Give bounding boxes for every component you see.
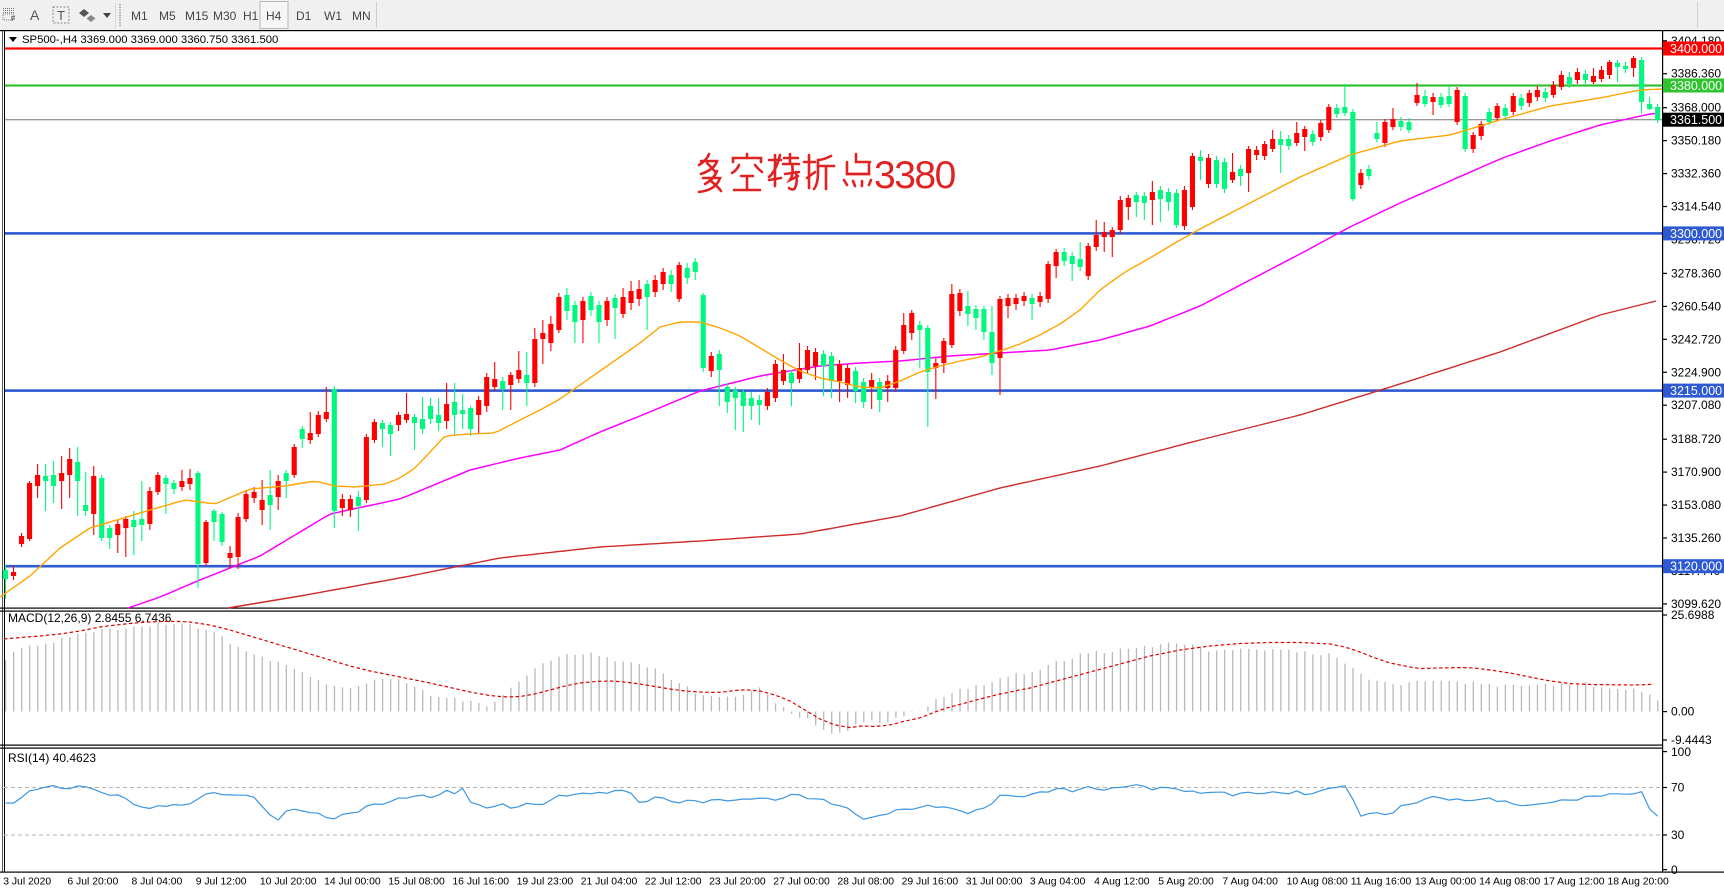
svg-text:100: 100 [1671,745,1691,759]
svg-text:30: 30 [1671,828,1685,842]
svg-text:3170.900: 3170.900 [1671,465,1721,479]
svg-text:3361.500: 3361.500 [1670,113,1722,127]
svg-text:11 Aug 16:00: 11 Aug 16:00 [1351,877,1412,888]
svg-text:0.00: 0.00 [1671,705,1695,719]
svg-text:7 Aug 04:00: 7 Aug 04:00 [1222,877,1278,888]
svg-text:15 Jul 08:00: 15 Jul 08:00 [388,877,445,888]
svg-text:MACD(12,26,9) 2.8455 6.7436: MACD(12,26,9) 2.8455 6.7436 [8,611,172,625]
svg-text:M1: M1 [131,9,148,23]
svg-text:SP500-,H4 3369.000 3369.000 3: SP500-,H4 3369.000 3369.000 3360.750 336… [22,34,278,46]
svg-text:70: 70 [1671,781,1685,795]
svg-text:3120.000: 3120.000 [1670,560,1722,574]
svg-text:16 Jul 16:00: 16 Jul 16:00 [452,877,509,888]
svg-text:17 Aug 12:00: 17 Aug 12:00 [1543,877,1604,888]
svg-text:0: 0 [1671,863,1678,877]
svg-text:3300.000: 3300.000 [1670,227,1722,241]
svg-text:13 Aug 00:00: 13 Aug 00:00 [1415,877,1476,888]
svg-text:M30: M30 [213,9,237,23]
svg-text:29 Jul 16:00: 29 Jul 16:00 [902,877,959,888]
svg-text:3332.360: 3332.360 [1671,167,1721,181]
svg-text:25.6988: 25.6988 [1671,608,1715,622]
svg-text:RSI(14) 40.4623: RSI(14) 40.4623 [8,751,96,765]
svg-text:14 Aug 08:00: 14 Aug 08:00 [1479,877,1540,888]
svg-text:3207.080: 3207.080 [1671,398,1721,412]
svg-text:3386.360: 3386.360 [1671,67,1721,81]
svg-text:9 Jul 12:00: 9 Jul 12:00 [196,877,247,888]
svg-text:3 Aug 04:00: 3 Aug 04:00 [1030,877,1086,888]
svg-text:-9.4443: -9.4443 [1671,733,1712,747]
svg-text:18 Aug 20:00: 18 Aug 20:00 [1608,877,1669,888]
svg-text:8 Jul 04:00: 8 Jul 04:00 [132,877,183,888]
svg-text:23 Jul 20:00: 23 Jul 20:00 [709,877,766,888]
svg-text:3188.720: 3188.720 [1671,432,1721,446]
svg-text:T: T [57,8,65,23]
svg-text:4 Aug 12:00: 4 Aug 12:00 [1094,877,1150,888]
svg-text:31 Jul 00:00: 31 Jul 00:00 [966,877,1023,888]
svg-text:A: A [30,7,40,23]
svg-text:27 Jul 00:00: 27 Jul 00:00 [773,877,830,888]
svg-text:19 Jul 23:00: 19 Jul 23:00 [517,877,574,888]
svg-text:3380.000: 3380.000 [1670,79,1722,93]
svg-text:M15: M15 [185,9,209,23]
svg-text:3380: 3380 [874,154,956,197]
svg-text:22 Jul 12:00: 22 Jul 12:00 [645,877,702,888]
svg-text:3350.180: 3350.180 [1671,134,1721,148]
svg-text:3260.540: 3260.540 [1671,299,1721,313]
svg-text:3278.360: 3278.360 [1671,266,1721,280]
svg-text:3224.900: 3224.900 [1671,365,1721,379]
svg-text:3215.000: 3215.000 [1670,384,1722,398]
svg-text:3242.720: 3242.720 [1671,332,1721,346]
svg-text:14 Jul 00:00: 14 Jul 00:00 [324,877,381,888]
svg-text:D1: D1 [296,9,312,23]
svg-text:3314.540: 3314.540 [1671,200,1721,214]
svg-text:21 Jul 04:00: 21 Jul 04:00 [581,877,638,888]
svg-text:6 Jul 20:00: 6 Jul 20:00 [67,877,118,888]
svg-text:28 Jul 08:00: 28 Jul 08:00 [837,877,894,888]
svg-text:W1: W1 [324,9,342,23]
svg-text:M5: M5 [159,9,176,23]
svg-text:H1: H1 [243,9,259,23]
svg-text:3135.260: 3135.260 [1671,531,1721,545]
svg-text:3153.080: 3153.080 [1671,498,1721,512]
svg-text:3 Jul 2020: 3 Jul 2020 [3,877,51,888]
svg-text:MN: MN [352,9,371,23]
svg-text:5 Aug 20:00: 5 Aug 20:00 [1158,877,1214,888]
svg-text:3368.000: 3368.000 [1671,101,1721,115]
svg-text:3099.620: 3099.620 [1671,597,1721,611]
svg-text:F: F [11,16,15,23]
svg-text:H4: H4 [266,9,282,23]
svg-text:10 Aug 08:00: 10 Aug 08:00 [1287,877,1348,888]
svg-text:10 Jul 20:00: 10 Jul 20:00 [260,877,317,888]
svg-text:3400.000: 3400.000 [1670,42,1722,56]
